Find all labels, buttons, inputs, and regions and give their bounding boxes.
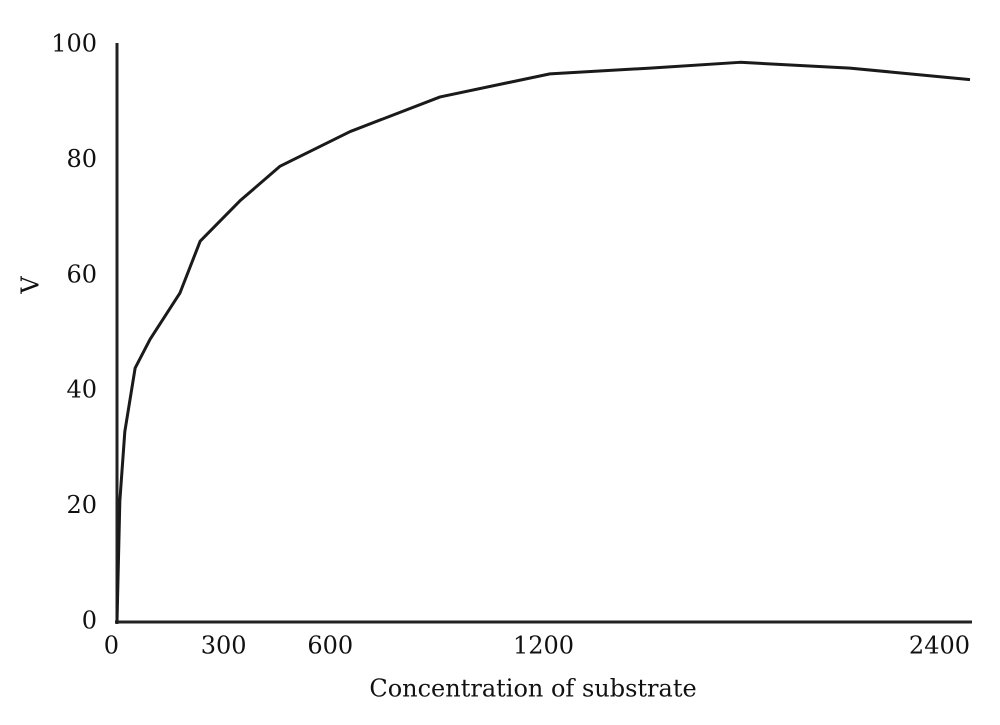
y-axis-label: V [17, 276, 45, 295]
x-axis-label: Concentration of substrate [369, 675, 696, 703]
y-tick-label: 0 [82, 607, 97, 635]
x-tick-label: 0 [104, 632, 119, 660]
x-tick-label: 2400 [909, 632, 970, 660]
y-tick-label: 100 [51, 30, 97, 58]
x-tick-label: 300 [201, 632, 247, 660]
x-tick-label: 1200 [513, 632, 574, 660]
x-tick-label: 600 [307, 632, 353, 660]
y-tick-label: 20 [66, 491, 97, 519]
y-tick-label: 60 [66, 260, 97, 288]
line [115, 60, 971, 623]
y-tick-label: 40 [66, 376, 97, 404]
y-tick-label: 80 [66, 145, 97, 173]
